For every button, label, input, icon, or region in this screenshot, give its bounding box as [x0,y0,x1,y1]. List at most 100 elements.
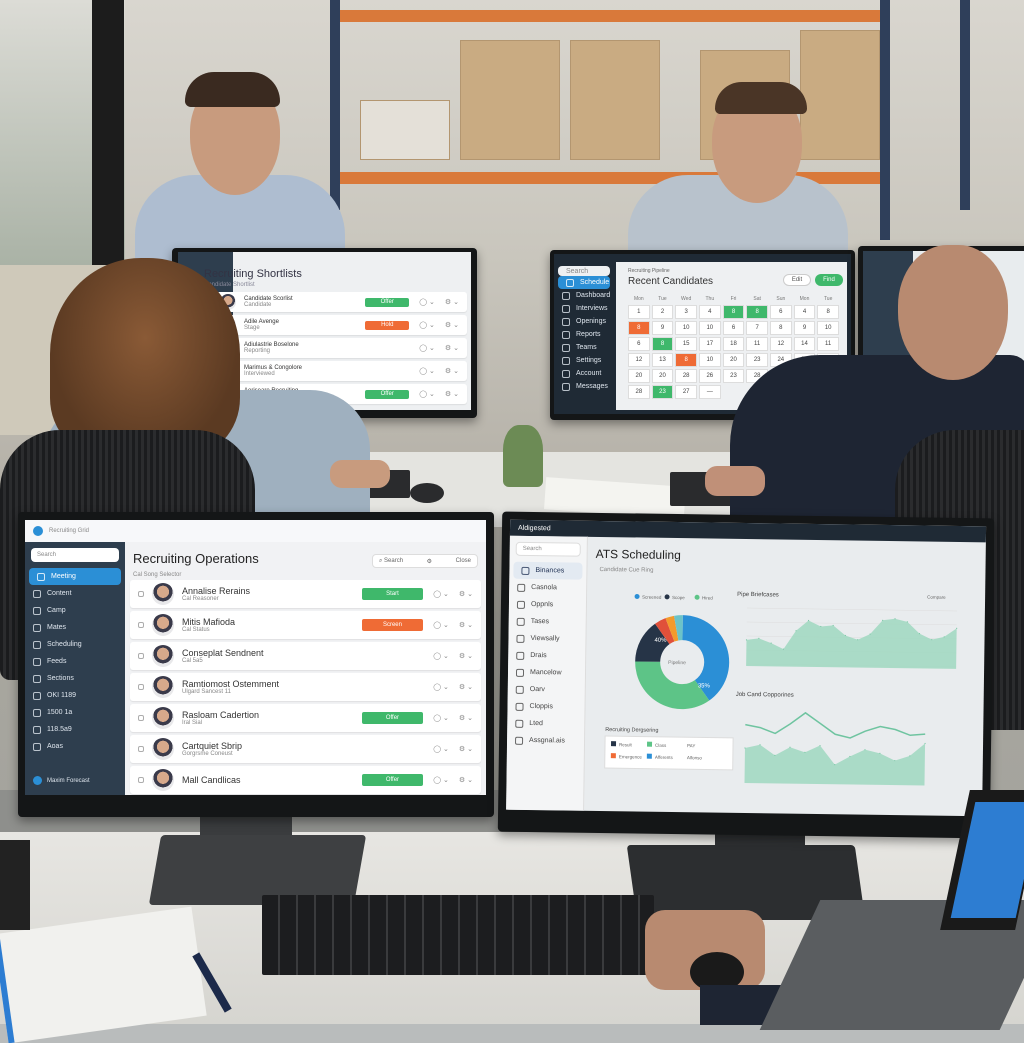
calendar-day[interactable]: 26 [698,369,721,383]
nav-item[interactable]: Teams [554,341,614,354]
calendar-day[interactable]: 8 [769,321,792,335]
candidate-row[interactable]: Ramtiomost Ostemment Ulgard Sancest 11 ◯ ⌄… [130,673,481,701]
calendar-day[interactable]: 12 [628,353,650,367]
checkbox[interactable] [138,777,144,783]
candidate-row[interactable]: Mitis Mafioda Cal Status Screen ◯ ⌄ ⚙ ⌄ [130,611,481,639]
more-icon[interactable]: ⚙ ⌄ [458,746,473,753]
action-icon[interactable]: ◯ ⌄ [419,391,435,398]
nav-item[interactable]: Content [25,585,125,602]
action-icon[interactable]: ◯ ⌄ [419,322,435,329]
nav-item[interactable]: Account [554,367,614,380]
nav-item[interactable]: Messages [554,380,614,393]
calendar-day[interactable]: 27 [675,385,697,399]
nav-item[interactable]: Casnola [509,579,586,597]
nav-item[interactable]: Feeds [25,653,125,670]
action-icon[interactable]: ◯ ⌄ [433,591,449,598]
calendar-day[interactable]: 20 [651,369,674,383]
more-icon[interactable]: ⚙ ⌄ [458,653,473,660]
nav-item[interactable]: Interviews [554,302,614,315]
calendar-day[interactable]: 10 [698,321,721,335]
calendar-day[interactable]: 12 [769,337,792,351]
calendar-day[interactable]: 14 [793,337,816,351]
nav-item[interactable]: Mates [25,619,125,636]
calendar-day[interactable]: 6 [769,305,792,319]
nav-item[interactable]: Dashboard [554,289,614,302]
checkbox[interactable] [138,715,144,721]
action-icon[interactable]: ◯ ⌄ [433,777,449,784]
nav-item[interactable]: Mancelow [508,664,585,682]
action-icon[interactable]: ◯ ⌄ [433,684,449,691]
calendar-day[interactable]: 9 [651,321,674,335]
more-icon[interactable]: ⚙ ⌄ [458,684,473,691]
close-button[interactable]: Close [455,558,471,564]
more-icon[interactable]: ⚙ ⌄ [444,345,459,352]
nav-item[interactable]: Assgnal.ais [507,732,584,750]
calendar-day[interactable]: 1 [628,305,650,319]
calendar-day[interactable]: 9 [793,321,816,335]
candidate-row[interactable]: Cartquiet Sbrip Gorgrsme Coneust ◯ ⌄ ⚙ ⌄ [130,735,481,763]
nav-item[interactable]: Cloppis [507,698,584,716]
calendar-day[interactable]: 13 [651,353,674,367]
calendar-day[interactable]: 20 [628,369,650,383]
calendar-day[interactable]: 6 [722,321,745,335]
calendar-day[interactable]: 8 [722,305,745,319]
calendar-day[interactable]: 8 [628,321,650,335]
action-icon[interactable]: ◯ ⌄ [419,368,435,375]
calendar-day[interactable]: 28 [675,369,697,383]
calendar-day[interactable]: 8 [675,353,697,367]
calendar-day[interactable]: 17 [698,337,721,351]
search-button[interactable]: ⌕ Search [379,557,404,564]
action-icon[interactable]: ◯ ⌄ [433,622,449,629]
nav-item[interactable]: Drais [508,647,585,665]
more-icon[interactable]: ⚙ ⌄ [458,715,473,722]
checkbox[interactable] [138,746,144,752]
nav-item[interactable]: Meeting [29,568,121,585]
action-icon[interactable]: ◯ ⌄ [433,653,449,660]
more-icon[interactable]: ⚙ ⌄ [444,299,459,306]
search-input[interactable]: Search [31,548,119,562]
calendar-day[interactable]: 10 [817,321,839,335]
nav-item[interactable]: Viewsally [508,630,585,648]
calendar-day[interactable]: 8 [651,337,674,351]
more-icon[interactable]: ⚙ ⌄ [458,622,473,629]
calendar-day[interactable]: 7 [746,321,768,335]
checkbox[interactable] [138,684,144,690]
calendar-day[interactable]: 23 [651,385,674,399]
more-icon[interactable]: ⚙ ⌄ [458,777,473,784]
action-icon[interactable]: ◯ ⌄ [419,345,435,352]
search-input[interactable]: Search [558,266,610,276]
candidate-row[interactable]: Adile Avenge Stage Hold ◯ ⌄ ⚙ ⌄ [198,315,467,335]
nav-item[interactable]: Binances [513,561,583,580]
nav-item[interactable]: Oppnls [509,596,586,614]
action-icon[interactable]: ◯ ⌄ [433,715,449,722]
nav-item[interactable]: 1500 1a [25,704,125,721]
more-icon[interactable]: ⚙ ⌄ [444,391,459,398]
calendar-day[interactable]: 11 [817,337,839,351]
calendar-day[interactable]: 4 [793,305,816,319]
calendar-day[interactable]: 28 [628,385,650,399]
calendar-day[interactable]: 8 [817,305,839,319]
action-icon[interactable]: ◯ ⌄ [419,299,435,306]
nav-item[interactable]: Oarv [508,681,585,699]
checkbox[interactable] [138,591,144,597]
calendar-day[interactable]: 10 [698,353,721,367]
nav-item[interactable]: Aoas [25,738,125,755]
calendar-day[interactable]: 11 [746,337,768,351]
nav-item[interactable]: Scheduling [25,636,125,653]
nav-item[interactable]: Settings [554,354,614,367]
calendar-day[interactable]: 15 [675,337,697,351]
settings-icon[interactable]: ⚙ [426,558,433,565]
calendar-day[interactable]: 23 [746,353,768,367]
calendar-day[interactable]: 8 [746,305,768,319]
nav-item[interactable]: Lted [507,715,584,733]
calendar-day[interactable]: 2 [651,305,674,319]
candidate-row[interactable]: Mall Candlicas Offer ◯ ⌄ ⚙ ⌄ [130,766,481,794]
nav-item[interactable]: Sections [25,670,125,687]
nav-item[interactable]: OKI 1189 [25,687,125,704]
nav-item[interactable]: Openings [554,315,614,328]
calendar-day[interactable]: 10 [675,321,697,335]
nav-item[interactable]: Reports [554,328,614,341]
candidate-row[interactable]: Annalise Rerains Cal Reasoner Start ◯ ⌄ ⚙ ⌄ [130,580,481,608]
find-button[interactable]: Find [815,274,843,286]
calendar-day[interactable]: 6 [628,337,650,351]
